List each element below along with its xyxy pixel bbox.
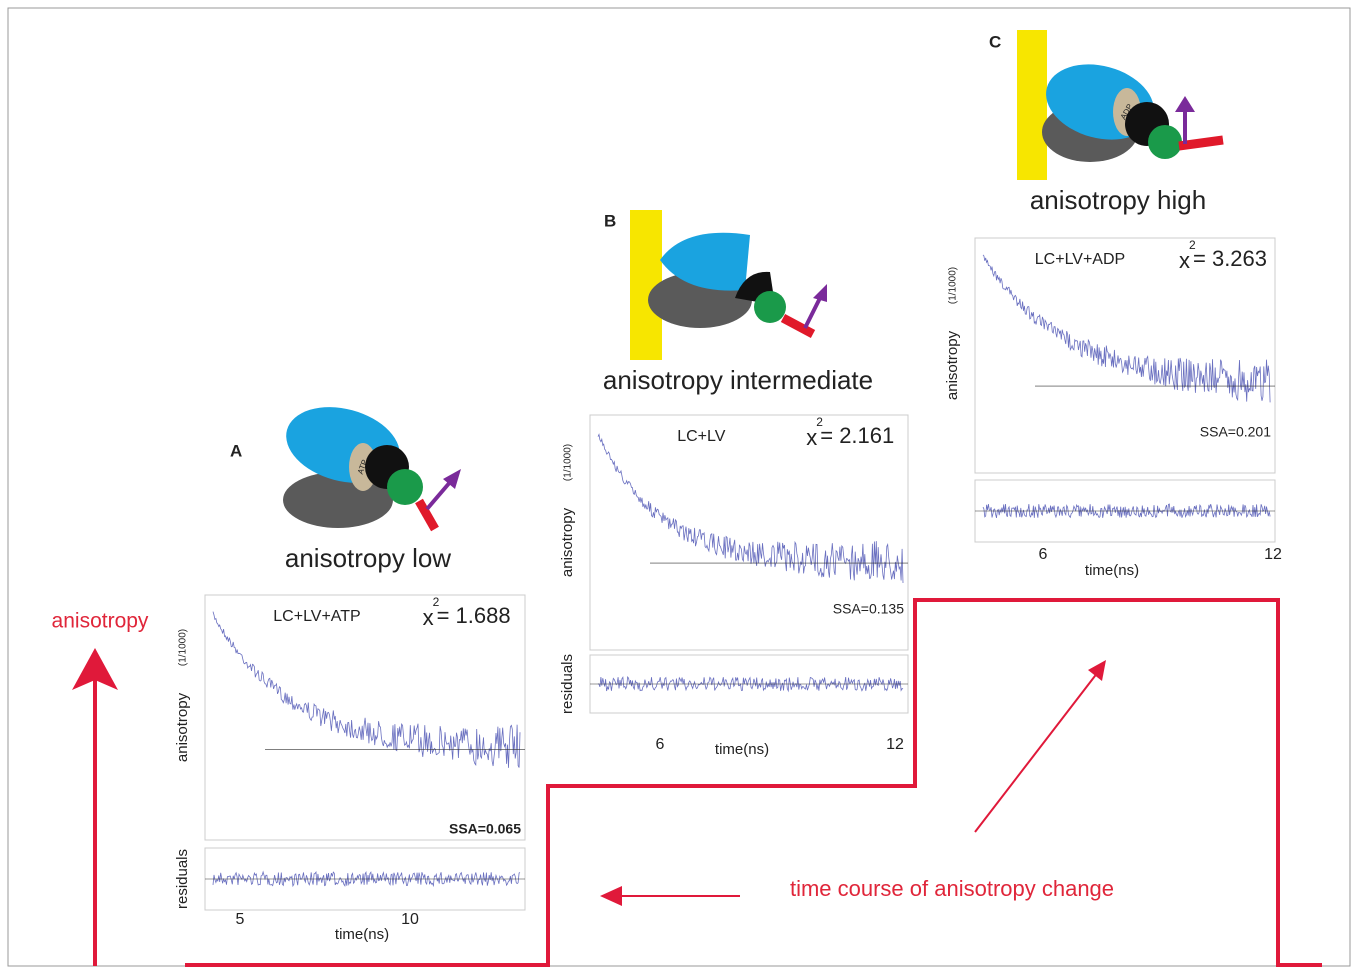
decay-trace — [982, 254, 1271, 403]
x-tick-label: 6 — [1039, 546, 1048, 563]
ssa: SSA=0.135 — [833, 601, 904, 617]
decay-trace — [212, 611, 521, 768]
chi-exponent: 2 — [433, 595, 440, 609]
caption: anisotropy low — [285, 543, 451, 573]
surface — [1017, 30, 1047, 180]
panel-letter: B — [604, 211, 616, 230]
plot-frame — [974, 237, 1276, 474]
chi-value: = 3.263 — [1193, 246, 1267, 271]
y-axis-unit: (1/1000) — [948, 267, 959, 304]
motor-cartoon — [648, 232, 827, 338]
panel-letter: C — [989, 32, 1001, 51]
chi-symbol: x — [1179, 248, 1190, 273]
x-tick-label: 6 — [656, 736, 665, 753]
chi-exponent: 2 — [1189, 238, 1196, 252]
arrow-head — [1088, 660, 1106, 681]
x-axis-label: time(ns) — [1085, 562, 1139, 579]
y-axis-label: anisotropy — [944, 330, 961, 400]
x-axis-label: time(ns) — [335, 926, 389, 943]
chi-exponent: 2 — [816, 415, 823, 429]
staircase — [185, 598, 1322, 967]
x-axis-label: time(ns) — [715, 741, 769, 758]
decay-trace — [597, 433, 904, 584]
y-axis-unit: (1/1000) — [178, 629, 189, 666]
y-axis-label: anisotropy — [559, 507, 576, 577]
sample-label: LC+LV+ATP — [273, 608, 360, 625]
x-tick-label: 12 — [1264, 546, 1282, 563]
chi-symbol: x — [806, 425, 817, 450]
time-course-label: time course of anisotropy change — [790, 876, 1114, 901]
ssa: SSA=0.201 — [1200, 424, 1271, 440]
sample-label: LC+LV+ADP — [1035, 251, 1125, 268]
y-axis-label: anisotropy — [174, 692, 191, 762]
caption: anisotropy high — [1030, 185, 1206, 215]
frame — [7, 7, 1351, 967]
y-axis-unit: (1/1000) — [563, 444, 574, 481]
ssa: SSA=0.065 — [449, 821, 521, 837]
chi-value: = 2.161 — [820, 423, 894, 448]
panel-letter: A — [230, 441, 242, 460]
x-tick-label: 5 — [236, 911, 245, 928]
arrow-head — [72, 648, 118, 690]
residuals-label: residuals — [174, 849, 191, 909]
chi-symbol: x — [423, 605, 434, 630]
plot-frame — [589, 414, 909, 651]
residual-trace — [597, 676, 904, 693]
motor-cartoon: ATP — [283, 407, 461, 532]
x-tick-label: 10 — [401, 911, 419, 928]
motor-cartoon: ADP — [1042, 64, 1224, 162]
sample-label: LC+LV — [677, 428, 726, 445]
x-tick-label: 12 — [886, 736, 904, 753]
plot-frame — [204, 594, 526, 841]
axis-label: anisotropy — [52, 610, 149, 633]
arrow-head — [600, 886, 622, 906]
caption: anisotropy intermediate — [603, 365, 873, 395]
residual-trace — [982, 503, 1271, 519]
residuals-label: residuals — [559, 654, 576, 714]
arrow-shaft — [974, 671, 1099, 833]
chi-value: = 1.688 — [437, 603, 511, 628]
